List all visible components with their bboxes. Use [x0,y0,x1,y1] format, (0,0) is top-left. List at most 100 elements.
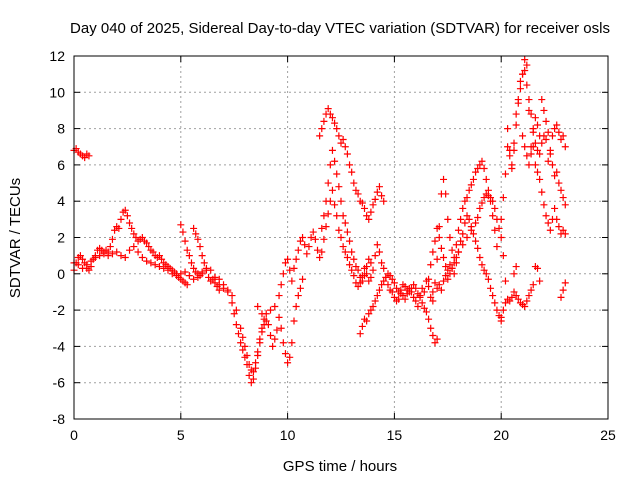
data-point [275,313,283,321]
data-point [365,215,373,223]
data-point [382,273,390,281]
data-point [267,306,275,314]
data-point [284,255,292,263]
data-point [322,197,330,205]
data-point [316,253,324,261]
data-point [431,339,439,347]
data-point [346,261,354,269]
data-point [531,161,539,169]
data-point [474,244,482,252]
data-point [343,253,351,261]
data-point [542,135,550,143]
data-point [211,273,219,281]
data-point [190,224,198,232]
data-point [196,272,204,280]
data-point [143,239,151,247]
series-s3 [70,243,268,383]
data-point [521,56,529,64]
data-point [529,281,537,289]
x-tick-label: 20 [493,427,509,443]
x-tick-label: 0 [70,427,78,443]
data-point [482,175,490,183]
data-point [557,135,565,143]
data-point [262,317,270,325]
series-s11 [429,157,509,305]
data-point [472,168,480,176]
data-point [427,261,435,269]
data-point [237,339,245,347]
data-point [521,143,529,151]
data-point [525,96,533,104]
data-point [546,226,554,234]
data-point [420,304,428,312]
data-point [365,255,373,263]
data-point [551,204,559,212]
data-point [435,223,443,231]
data-point [529,125,537,133]
data-point [369,201,377,209]
data-point [506,146,514,154]
data-point [555,128,563,136]
data-point [220,281,228,289]
data-point [410,293,418,301]
data-point [536,277,544,285]
data-point [356,273,364,281]
data-point [521,302,529,310]
data-point [523,152,531,160]
data-point [87,257,95,265]
data-point [305,243,313,251]
y-tick-label: 4 [57,193,65,209]
data-point [478,261,486,269]
data-point [480,165,488,173]
data-point [294,246,302,254]
data-point [281,350,289,358]
data-point [536,150,544,158]
data-point [444,266,452,274]
data-point [160,264,168,272]
data-point [183,281,191,289]
x-tick-label: 25 [600,427,616,443]
data-point [348,266,356,274]
data-point [525,292,533,300]
data-point [487,284,495,292]
data-point [239,346,247,354]
data-point [196,243,204,251]
data-point [121,206,129,214]
data-point [559,194,567,202]
data-point [358,277,366,285]
data-point [324,105,332,113]
data-point [111,226,119,234]
data-point [519,70,527,78]
data-point [271,302,279,310]
data-point [553,121,561,129]
data-point [525,106,533,114]
data-point [548,132,556,140]
data-point [187,259,195,267]
data-point [384,281,392,289]
data-point [390,279,398,287]
data-point [281,259,289,267]
data-point [510,288,518,296]
data-point [497,215,505,223]
data-point [433,284,441,292]
data-point [337,234,345,241]
data-point [371,195,379,203]
data-point [326,161,334,169]
data-point [117,215,125,223]
data-point [467,181,475,189]
data-point [467,226,475,234]
data-point [205,273,213,281]
data-point [446,261,454,269]
data-point [561,201,569,209]
data-point [493,306,501,314]
y-tick-label: 10 [49,84,65,100]
data-point [343,228,351,236]
data-point [514,96,522,104]
data-point [288,339,296,347]
data-point [448,264,456,272]
data-point [213,283,221,291]
data-point [548,161,556,169]
data-point [540,132,548,140]
chart-title: Day 040 of 2025, Sidereal Day-to-day VTE… [70,20,610,37]
data-point [433,255,441,263]
